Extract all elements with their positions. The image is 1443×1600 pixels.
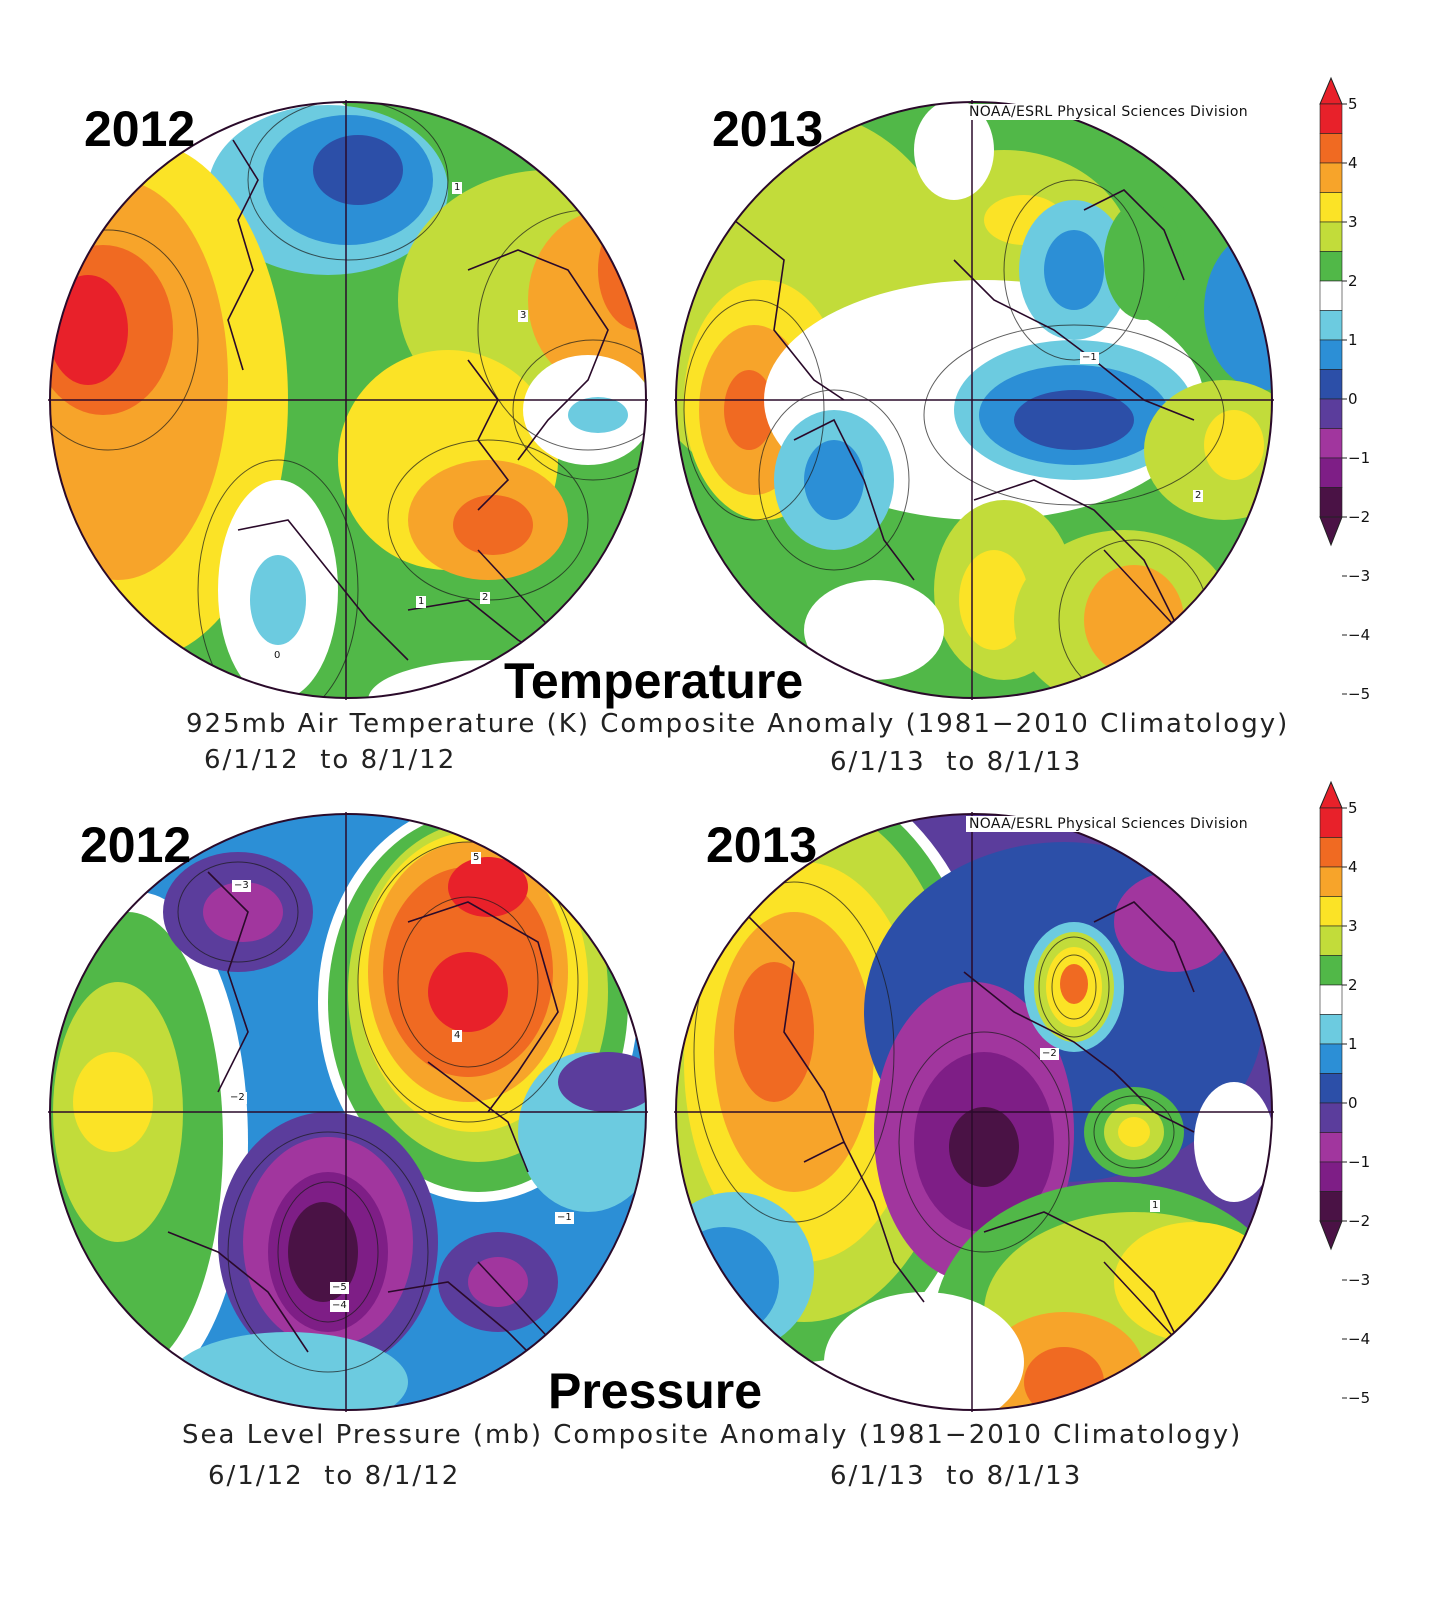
colorbar-segment [1319,103,1343,134]
temperature-date-2013: 6/1/13 to 8/1/13 [830,747,1083,777]
pressure-subtitle: Sea Level Pressure (mb) Composite Anomal… [182,1420,1243,1450]
colorbar-segment [1319,866,1343,897]
pressure-date-2012: 6/1/12 to 8/1/12 [208,1461,461,1491]
pressure-map-2013 [674,812,1274,1412]
colorbar-segment [1319,457,1343,488]
colorbar-tick-label: −1 [1348,1153,1370,1171]
colorbar-segment [1319,925,1343,956]
pressure-credit: NOAA/ESRL Physical Sciences Division [966,816,1251,832]
pressure-date-2013: 6/1/13 to 8/1/13 [830,1461,1083,1491]
colorbar-segment [1319,1014,1343,1045]
colorbar-tick-label: −4 [1348,626,1370,644]
colorbar-segment [1319,428,1343,459]
colorbar-tick-label: 2 [1348,272,1358,290]
colorbar-segment [1319,192,1343,223]
pressure-title: Pressure [548,1363,763,1419]
contour-label: 0 [272,650,283,662]
colorbar-tick-label: 3 [1348,917,1358,935]
temperature-title: Temperature [504,653,804,709]
contour-label: −2 [228,1092,247,1104]
colorbar-segment [1319,1161,1343,1192]
contour-label: −3 [232,880,251,892]
colorbar-tick-label: 4 [1348,858,1358,876]
colorbar-tick-label: −5 [1348,685,1370,703]
pressure-panel: −3 −2 5 4 −5 −4 −1 −2 1 2012 2013 NOAA/E… [0,780,1443,1600]
pressure-year-2012: 2012 [80,817,192,873]
colorbar-tick-label: 2 [1348,976,1358,994]
colorbar-tick-label: 5 [1348,95,1358,113]
temperature-date-2012: 6/1/12 to 8/1/12 [204,745,457,775]
colorbar-segment [1319,487,1343,518]
colorbar-min-arrow [1319,516,1343,547]
colorbar-segment [1319,1191,1343,1222]
colorbar-segment [1319,251,1343,282]
colorbar-segment [1319,133,1343,164]
contour-label: 5 [471,852,482,864]
pressure-colorbar: 5 4 3 2 1 0 −1 −2 −3 −4 −5 [1319,780,1370,1407]
colorbar-tick-label: −3 [1348,1271,1370,1289]
temperature-year-2013: 2013 [712,101,824,157]
colorbar-tick-label: −4 [1348,1330,1370,1348]
colorbar-segment [1319,984,1343,1015]
colorbar-tick-label: −2 [1348,508,1370,526]
colorbar-tick-label: −1 [1348,449,1370,467]
colorbar-segment [1319,837,1343,868]
contour-label: 1 [452,182,463,194]
temperature-map-2012 [48,100,648,700]
colorbar-segment [1319,339,1343,370]
contour-label: −1 [1080,352,1099,364]
colorbar-segment [1319,807,1343,838]
colorbar-tick-label: −2 [1348,1212,1370,1230]
colorbar-tick-label: 4 [1348,154,1358,172]
colorbar-segment [1319,310,1343,341]
colorbar-max-arrow [1319,76,1343,105]
colorbar-segment [1319,280,1343,311]
contour-label: 1 [416,596,427,608]
contour-label: −2 [1040,1048,1059,1060]
contour-label: −4 [330,1300,349,1312]
temperature-year-2012: 2012 [84,101,196,157]
colorbar-segment [1319,1043,1343,1074]
colorbar-max-arrow [1319,780,1343,809]
contour-label: 4 [452,1030,463,1042]
colorbar-segment [1319,221,1343,252]
colorbar-tick-label: 1 [1348,1035,1358,1053]
colorbar-tick-label: −3 [1348,567,1370,585]
colorbar-tick-label: −5 [1348,1389,1370,1407]
colorbar-segment [1319,369,1343,400]
colorbar-segment [1319,1102,1343,1133]
contour-label: 2 [480,592,491,604]
colorbar-segment [1319,896,1343,927]
colorbar-segment [1319,1073,1343,1104]
colorbar-tick-label: 1 [1348,331,1358,349]
contour-label: 1 [1150,1200,1161,1212]
temperature-subtitle: 925mb Air Temperature (K) Composite Anom… [186,709,1290,739]
contour-label: 3 [518,310,529,322]
contour-label: −5 [330,1282,349,1294]
pressure-year-2013: 2013 [706,817,818,873]
temperature-credit: NOAA/ESRL Physical Sciences Division [966,104,1251,120]
colorbar-segment [1319,1132,1343,1163]
colorbar-min-arrow [1319,1220,1343,1251]
colorbar-segment [1319,162,1343,193]
temperature-map-2013 [674,100,1274,700]
temperature-panel: 1 3 2 1 0 −1 2 2012 2013 NOAA/ESRL Physi… [48,76,1370,777]
pressure-map-2012 [48,812,648,1412]
colorbar-tick-label: 5 [1348,799,1358,817]
contour-label: −1 [555,1212,574,1224]
contour-label: 2 [1193,490,1204,502]
colorbar-tick-label: 0 [1348,1094,1358,1112]
colorbar-tick-label: 3 [1348,213,1358,231]
colorbar-tick-label: 0 [1348,390,1358,408]
colorbar-segment [1319,955,1343,986]
temperature-colorbar: 5 4 3 2 1 0 −1 −2 −3 −4 −5 [1319,76,1370,703]
colorbar-segment [1319,398,1343,429]
